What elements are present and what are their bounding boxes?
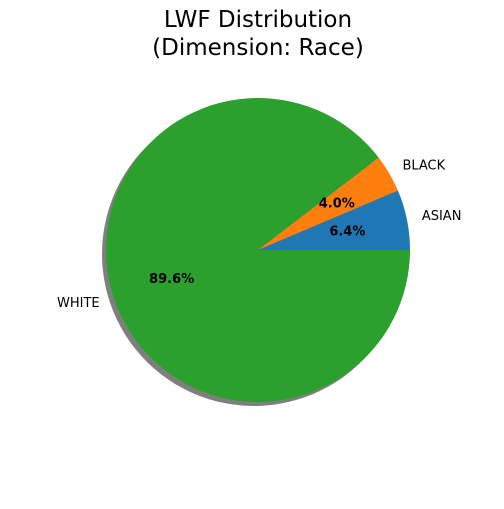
- pie-slice-white: [106, 97, 410, 402]
- slice-percent-asian: 6.4%: [329, 224, 365, 239]
- slice-percent-white: 89.6%: [149, 272, 194, 287]
- slice-label-black: BLACK: [402, 158, 445, 173]
- slice-label-asian: ASIAN: [422, 209, 462, 224]
- pie-slice-asian: [258, 190, 410, 250]
- slice-percent-black: 4.0%: [319, 197, 355, 212]
- pie-slice-black: [258, 157, 398, 250]
- pie-labels: ASIAN 6.4% BLACK 4.0% WHITE 89.6%: [57, 158, 461, 311]
- pie-slices: [106, 97, 410, 402]
- chart-title-line-2: (Dimension: Race): [152, 35, 364, 61]
- chart-title-line-1: LWF Distribution: [164, 7, 352, 33]
- slice-label-white: WHITE: [57, 296, 100, 311]
